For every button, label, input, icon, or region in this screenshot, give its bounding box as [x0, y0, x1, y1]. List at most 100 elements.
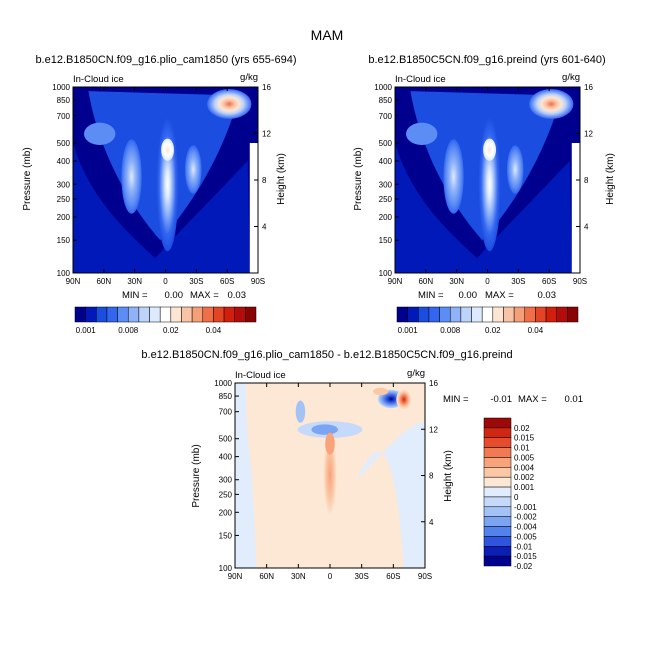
y-tick-label: 300 [219, 476, 233, 485]
colorbar-swatch [159, 306, 172, 323]
x-tick-label: 90S [418, 572, 432, 581]
panel-difference: b.e12.B1850CN.f09_g16.plio_cam1850 - b.e… [141, 349, 583, 581]
sh-tower [506, 145, 524, 194]
panel-preind: b.e12.B1850C5CN.f09_g16.preind (yrs 601-… [353, 54, 616, 301]
tower-core [161, 138, 175, 161]
colorbar-swatch [117, 306, 129, 323]
colorbar-swatch [483, 496, 512, 508]
nh-negative-blob [295, 400, 306, 423]
max-label: MAX = [518, 394, 547, 405]
sh-storm-track [207, 89, 252, 119]
y-tick-label: 400 [219, 453, 233, 462]
y2-axis-label: Height (km) [443, 450, 454, 502]
colorbar-swatch [74, 306, 86, 323]
panel-title: b.e12.B1850C5CN.f09_g16.preind (yrs 601-… [368, 54, 605, 66]
y2-axis-label: Height (km) [605, 153, 616, 205]
y-tick-label: 150 [219, 531, 233, 540]
height-tick-label: 12 [429, 425, 438, 434]
panel-title: b.e12.B1850CN.f09_g16.plio_cam1850 - b.e… [141, 349, 512, 361]
colorbar-swatch [127, 306, 140, 323]
x-tick-label: 90N [388, 277, 403, 286]
colorbar-swatch [96, 306, 108, 323]
x-tick-label: 30S [511, 277, 525, 286]
height-tick-label: 16 [262, 83, 271, 92]
y-tick-label: 1000 [374, 83, 392, 92]
colorbar-swatch [407, 306, 419, 323]
colorbar-swatch [449, 306, 462, 323]
colorbar-swatch [460, 306, 472, 323]
max-value: 0.03 [228, 290, 247, 301]
colorbar-label: 0 [514, 493, 519, 502]
colorbar-swatch [396, 306, 408, 323]
y-tick-label: 100 [219, 564, 233, 573]
height-tick-label: 4 [429, 518, 434, 527]
y-axis-label: Pressure (mb) [191, 444, 202, 507]
height-tick-label: 4 [584, 223, 589, 232]
y-tick-label: 150 [57, 236, 71, 245]
y-tick-label: 300 [379, 180, 393, 189]
nh-tower [443, 139, 464, 214]
colorbar-swatch [149, 306, 161, 323]
x-tick-label: 30N [449, 277, 464, 286]
colorbar-label: 0.008 [440, 326, 461, 335]
x-tick-label: 60S [386, 572, 400, 581]
colorbar-swatch [524, 306, 536, 323]
min-label: MIN = [122, 290, 148, 301]
units-label: g/kg [407, 368, 425, 379]
y-tick-label: 500 [379, 139, 393, 148]
sh-warm-patch [373, 387, 389, 396]
colorbar-swatch [439, 306, 451, 323]
height-tick-label: 8 [584, 176, 589, 185]
colorbar-label: -0.004 [514, 523, 537, 532]
colorbar-label: 0.001 [514, 483, 535, 492]
y-tick-label: 100 [57, 269, 71, 278]
x-tick-label: 0 [328, 572, 333, 581]
y-axis-label: Pressure (mb) [22, 147, 33, 210]
colorbar-swatch [483, 447, 512, 458]
colorbar-swatch [545, 306, 557, 323]
colorbar-label: -0.01 [514, 542, 533, 551]
y-tick-label: 700 [379, 112, 393, 121]
contour-field [73, 87, 258, 273]
y-tick-label: 500 [57, 139, 71, 148]
max-label: MAX = [485, 290, 514, 301]
max-value: 0.03 [538, 290, 557, 301]
height-tick-label: 12 [262, 130, 271, 139]
colorbar-swatch [483, 437, 512, 448]
min-value: 0.00 [459, 290, 478, 301]
colorbar-label: 0.02 [514, 424, 530, 433]
nh-low-cloud [83, 122, 116, 145]
x-tick-label: 30N [127, 277, 142, 286]
x-tick-label: 30S [355, 572, 369, 581]
y-tick-label: 400 [57, 157, 71, 166]
y-tick-label: 500 [219, 435, 233, 444]
colorbar-swatch [202, 306, 214, 323]
min-label: MIN = [443, 394, 469, 405]
x-tick-label: 60S [220, 277, 234, 286]
y-tick-label: 250 [219, 490, 233, 499]
figure-title: MAM [311, 27, 344, 43]
colorbar-swatch [191, 306, 204, 323]
x-tick-label: 60N [418, 277, 433, 286]
colorbar-label: -0.02 [514, 562, 533, 571]
y-tick-label: 300 [57, 180, 71, 189]
y-tick-label: 250 [57, 195, 71, 204]
x-tick-label: 90S [573, 277, 587, 286]
panel-plio: b.e12.B1850CN.f09_g16.plio_cam1850 (yrs … [22, 54, 297, 301]
colorbar-label: 0.008 [118, 326, 139, 335]
colorbar-swatch [483, 516, 512, 527]
tropical-positive-tower [323, 433, 337, 516]
colorbar-swatch [483, 555, 512, 567]
contour-field [395, 87, 580, 273]
colorbar-label: 0.004 [514, 463, 535, 472]
tropical-tower [156, 117, 179, 252]
sh-storm-track [529, 89, 574, 119]
y-tick-label: 700 [219, 408, 233, 417]
contour-envelope [73, 142, 250, 273]
sh-tower [184, 145, 202, 194]
colorbar-label: 0.04 [206, 326, 222, 335]
colorbar-swatch [483, 526, 512, 537]
missing-data [571, 142, 580, 273]
colorbar-label: -0.001 [514, 503, 537, 512]
